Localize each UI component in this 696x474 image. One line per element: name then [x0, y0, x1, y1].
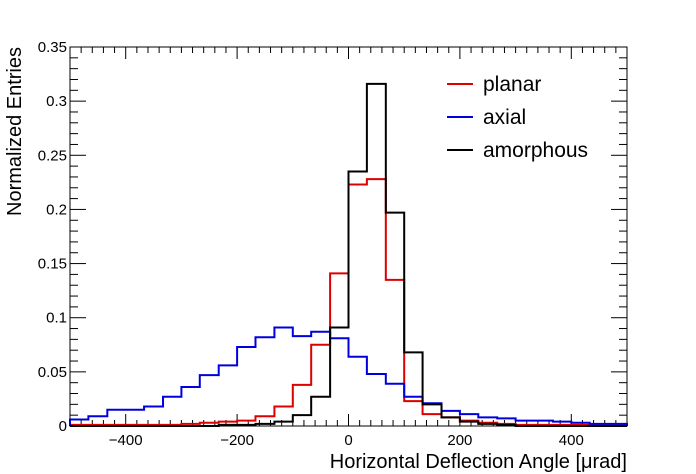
- y-tick-label: 0.05: [38, 364, 67, 381]
- series-amorphous: [70, 82, 627, 427]
- y-tick-label: 0: [59, 418, 67, 435]
- y-axis-label: Normalized Entries: [4, 47, 26, 216]
- x-tick-label: −400: [109, 432, 143, 449]
- series-layer: [69, 82, 628, 427]
- y-tick-label: 0.35: [38, 39, 67, 56]
- y-tick-label: 0.2: [46, 201, 67, 218]
- x-tick-label: −200: [220, 432, 254, 449]
- x-axis: −400 −200 0 200 400: [69, 47, 628, 449]
- x-axis-label: Horizontal Deflection Angle [μrad]: [330, 451, 627, 473]
- x-tick-label: 400: [559, 432, 584, 449]
- y-tick-label: 0.25: [38, 147, 67, 164]
- x-tick-label: 0: [344, 432, 352, 449]
- y-axis: 0 0.05 0.1 0.15 0.2 0.25 0.3 0.35: [38, 39, 627, 435]
- legend-label-axial: axial: [483, 106, 526, 129]
- x-tick-label: 200: [447, 432, 472, 449]
- y-tick-label: 0.3: [46, 93, 67, 110]
- y-tick-label: 0.15: [38, 256, 67, 273]
- series-axial: [69, 326, 628, 426]
- legend-label-planar: planar: [483, 73, 541, 96]
- legend-label-amorphous: amorphous: [483, 139, 588, 162]
- legend: planar axial amorphous: [447, 73, 588, 162]
- y-tick-label: 0.1: [46, 310, 67, 327]
